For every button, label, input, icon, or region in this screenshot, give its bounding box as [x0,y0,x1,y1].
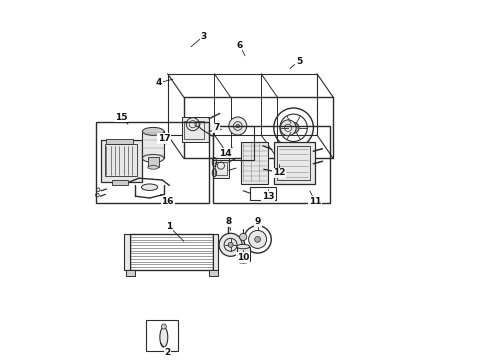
Bar [277,146,310,180]
Circle shape [240,233,247,240]
Circle shape [288,122,299,133]
Circle shape [248,230,267,248]
Circle shape [161,324,166,329]
Text: 8: 8 [226,217,232,226]
Text: 9: 9 [254,217,261,226]
Bar [106,139,133,144]
Bar [274,142,315,184]
Text: 2: 2 [165,348,171,356]
Bar [242,142,269,184]
Bar [213,234,219,270]
Bar [182,117,209,142]
Circle shape [228,242,233,247]
Bar [237,247,250,261]
Bar [143,131,164,158]
Bar [96,122,209,203]
Bar [215,162,227,175]
Ellipse shape [237,244,250,249]
Ellipse shape [142,184,158,190]
Bar [126,270,135,276]
Text: 5: 5 [296,57,302,66]
Ellipse shape [143,127,164,135]
Circle shape [280,120,296,136]
Bar [250,187,275,200]
Circle shape [229,117,247,135]
Text: 4: 4 [155,78,162,87]
Ellipse shape [143,154,164,162]
Text: 13: 13 [262,192,275,201]
Bar [148,157,159,167]
Bar [213,126,254,160]
Text: 15: 15 [115,112,127,122]
Text: 10: 10 [237,253,249,262]
Bar [213,158,229,178]
Bar [104,144,137,176]
Bar [124,234,130,270]
Bar [101,140,143,182]
Text: 3: 3 [200,32,207,41]
Ellipse shape [237,259,250,263]
Text: 16: 16 [161,197,174,206]
Text: 11: 11 [309,197,321,206]
Circle shape [236,124,240,128]
Bar [209,270,218,276]
Bar [213,126,330,203]
Circle shape [255,237,261,242]
Text: 7: 7 [213,123,220,132]
Bar [112,180,128,185]
Bar [184,121,204,139]
Bar [146,320,178,351]
Text: 17: 17 [158,134,171,143]
Circle shape [219,233,242,256]
Ellipse shape [160,327,168,347]
Text: 12: 12 [273,168,286,177]
Text: 14: 14 [219,149,231,158]
Ellipse shape [148,166,159,169]
Text: 1: 1 [166,222,172,231]
Circle shape [186,118,199,131]
Text: 6: 6 [237,41,243,50]
